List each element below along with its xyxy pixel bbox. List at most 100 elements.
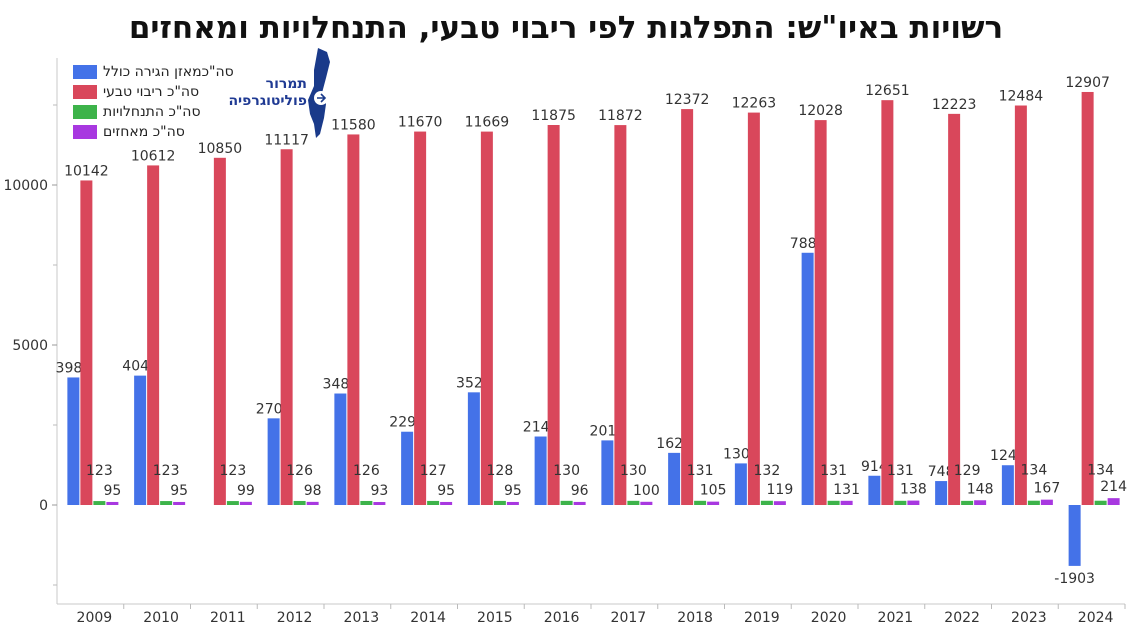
bar-4 [773,501,786,505]
bar-3 [293,500,306,505]
bar-3 [760,500,773,505]
bar-3 [560,500,573,505]
bar-1 [868,475,881,505]
bar-3 [427,500,440,505]
data-label: 130 [620,463,647,479]
logo-line-1: תמרור [265,76,307,92]
legend-swatch [73,65,97,79]
data-label: 148 [967,481,994,497]
bar-4 [373,502,386,505]
data-label: 12028 [798,103,843,119]
data-label: 95 [437,483,455,499]
israel-map-logo-icon [308,48,330,138]
legend: סה"כמאזן הגירה כולל סה"כ ריבוי טבעי סה"כ ה… [73,62,234,142]
bar-4 [1040,499,1053,505]
data-label: 131 [887,463,914,479]
data-label: 214 [1100,479,1127,495]
logo-line-2: פוליטוגרפיה [228,93,307,109]
data-label: 12263 [732,96,777,112]
data-label: 100 [633,483,660,499]
bar-2 [681,109,694,505]
legend-label: סה"כ התנחלויות [103,104,201,120]
data-label: 93 [370,483,388,499]
data-label: 914 [861,459,888,475]
bar-3 [93,501,106,505]
x-tick-label: 2010 [143,610,179,626]
bar-2 [948,113,961,505]
bar-1 [601,440,614,505]
data-label: 11580 [331,117,376,133]
data-label: 95 [103,483,121,499]
bar-2 [814,120,827,505]
bar-1 [668,452,681,505]
data-label: 95 [170,483,188,499]
legend-swatch [73,85,97,99]
bar-1 [935,481,948,505]
bar-4 [506,501,519,505]
bar-4 [106,501,119,505]
data-label: 131 [833,482,860,498]
y-tick-label: 5000 [12,338,48,354]
bar-4 [573,501,586,505]
data-label: 127 [420,463,447,479]
bar-4 [707,501,720,505]
data-label: 96 [571,483,589,499]
bar-3 [1027,500,1040,505]
x-tick-label: 2011 [210,610,246,626]
data-label: 99 [237,483,255,499]
bar-3 [694,500,707,505]
data-label: 131 [687,463,714,479]
bar-3 [627,500,640,505]
data-label: 123 [153,463,180,479]
bar-4 [907,500,920,505]
bar-4 [440,501,453,505]
legend-swatch [73,105,97,119]
data-label: 12223 [932,97,977,113]
data-label: 12484 [999,89,1044,105]
bar-2 [1081,91,1094,505]
bar-2 [1014,105,1027,506]
bar-4 [173,501,186,505]
bar-4 [239,501,252,505]
bar-1 [134,375,147,505]
x-tick-label: 2013 [344,610,380,626]
bar-2 [614,125,627,505]
data-label: 130 [553,463,580,479]
bar-1 [734,463,747,505]
bar-1 [467,392,480,505]
y-tick-label: 0 [39,498,48,514]
bar-1 [267,418,280,505]
data-label: 132 [754,463,781,479]
bar-1 [1001,465,1014,505]
x-tick-label: 2019 [744,610,780,626]
y-tick-label: 10000 [3,178,48,194]
x-tick-label: 2009 [77,610,113,626]
data-label: 123 [86,463,113,479]
bar-2 [80,180,93,505]
bar-1 [1068,505,1081,566]
data-label: 12372 [665,92,710,108]
data-label: 11669 [465,115,510,131]
x-tick-label: 2020 [811,610,847,626]
data-label: 131 [820,463,847,479]
bar-4 [640,501,653,505]
bar-4 [974,500,987,505]
x-tick-label: 2023 [1011,610,1047,626]
data-label: 748 [928,464,955,480]
bar-3 [493,500,506,505]
bar-4 [840,500,853,505]
bar-2 [881,100,894,505]
data-label: 123 [220,463,247,479]
x-tick-label: 2024 [1078,610,1114,626]
legend-item: סה"כ מאחזים [73,122,234,142]
data-label: 105 [700,483,727,499]
bar-3 [1094,500,1107,505]
x-tick-label: 2015 [477,610,513,626]
data-label: 126 [286,463,313,479]
legend-item: סה"כמאזן הגירה כולל [73,62,234,82]
logo: תמרור פוליטוגרפיה [228,48,345,138]
data-label: 95 [504,483,522,499]
x-tick-label: 2012 [277,610,313,626]
data-label: 12651 [865,83,910,99]
